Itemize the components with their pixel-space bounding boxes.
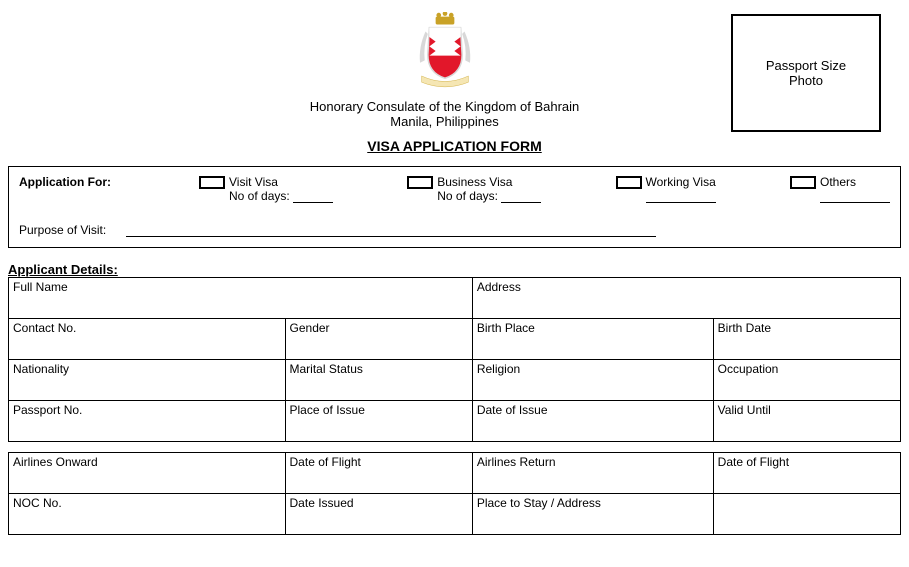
purpose-input-line[interactable] [126, 225, 656, 237]
checkbox[interactable] [199, 176, 225, 189]
travel-details-table: Airlines OnwardDate of FlightAirlines Re… [8, 452, 901, 535]
visa-option: Working Visa [616, 175, 716, 203]
sub-label: No of days: [229, 189, 293, 203]
visa-option: Business VisaNo of days: [407, 175, 541, 203]
days-input-line[interactable] [501, 191, 541, 203]
form-cell[interactable]: Valid Until [713, 401, 900, 442]
form-cell[interactable]: Date of Flight [285, 453, 472, 494]
form-cell[interactable]: Place to Stay / Address [472, 494, 713, 535]
form-cell[interactable]: Airlines Return [472, 453, 713, 494]
form-cell[interactable]: Birth Date [713, 319, 900, 360]
visa-options: Visit VisaNo of days: Business VisaNo of… [199, 175, 890, 203]
form-cell[interactable] [713, 494, 900, 535]
visa-option-label: Working Visa [646, 175, 716, 189]
form-cell[interactable]: Address [472, 278, 900, 319]
option-input-line[interactable] [646, 191, 716, 203]
application-for-section: Application For: Visit VisaNo of days: B… [8, 166, 901, 248]
form-cell[interactable]: Nationality [9, 360, 286, 401]
checkbox[interactable] [407, 176, 433, 189]
photo-box: Passport SizePhoto [731, 14, 881, 132]
form-cell[interactable]: Date of Issue [472, 401, 713, 442]
purpose-label: Purpose of Visit: [19, 223, 106, 237]
application-for-label: Application For: [19, 175, 199, 189]
form-cell[interactable]: Airlines Onward [9, 453, 286, 494]
form-cell[interactable]: Occupation [713, 360, 900, 401]
form-cell[interactable]: Full Name [9, 278, 473, 319]
org-line-2: Manila, Philippines [158, 114, 731, 129]
applicant-details-table: Full NameAddress Contact No.GenderBirth P… [8, 277, 901, 442]
form-cell[interactable]: Date Issued [285, 494, 472, 535]
days-input-line[interactable] [293, 191, 333, 203]
option-input-line[interactable] [820, 191, 890, 203]
sub-label: No of days: [437, 189, 501, 203]
form-cell[interactable]: Place of Issue [285, 401, 472, 442]
form-cell[interactable]: Marital Status [285, 360, 472, 401]
form-cell[interactable]: Gender [285, 319, 472, 360]
header-row: Honorary Consulate of the Kingdom of Bah… [8, 8, 901, 132]
photo-label: Passport SizePhoto [766, 58, 846, 88]
checkbox[interactable] [616, 176, 642, 189]
org-line-1: Honorary Consulate of the Kingdom of Bah… [158, 99, 731, 114]
form-cell[interactable]: NOC No. [9, 494, 286, 535]
visa-option-label: Business Visa [437, 175, 512, 189]
visa-option: Visit VisaNo of days: [199, 175, 333, 203]
visa-option-label: Visit Visa [229, 175, 278, 189]
visa-option-label: Others [820, 175, 856, 189]
checkbox[interactable] [790, 176, 816, 189]
visa-option: Others [790, 175, 890, 203]
form-cell[interactable]: Birth Place [472, 319, 713, 360]
form-cell[interactable]: Religion [472, 360, 713, 401]
form-cell[interactable]: Date of Flight [713, 453, 900, 494]
applicant-details-heading: Applicant Details: [8, 262, 901, 277]
form-cell[interactable]: Contact No. [9, 319, 286, 360]
header-center: Honorary Consulate of the Kingdom of Bah… [158, 8, 731, 129]
form-cell[interactable]: Passport No. [9, 401, 286, 442]
form-title: VISA APPLICATION FORM [8, 138, 901, 154]
bahrain-emblem-icon [406, 12, 484, 93]
